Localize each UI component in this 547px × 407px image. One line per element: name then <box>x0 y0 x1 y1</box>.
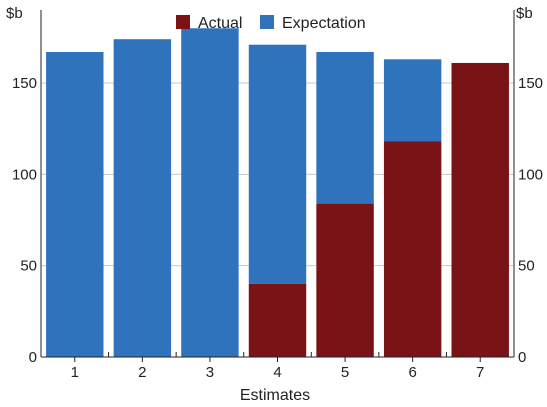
bar-actual-7 <box>451 62 509 357</box>
x-tick-label: 6 <box>408 364 416 381</box>
bar-expectation-1 <box>46 52 104 358</box>
legend-label-expectation: Expectation <box>282 15 366 32</box>
bar-expectation-4 <box>248 44 307 284</box>
y-tick-label-left: 100 <box>12 166 37 183</box>
left-unit-label: $b <box>6 5 23 22</box>
bar-expectation-3 <box>181 28 239 358</box>
y-tick-label-left: 50 <box>20 258 37 275</box>
legend: Actual Expectation <box>176 15 366 32</box>
bar-actual-5 <box>316 203 374 357</box>
legend-swatch-expectation <box>260 15 274 29</box>
x-tick-label: 1 <box>71 364 79 381</box>
x-tick-label: 2 <box>138 364 146 381</box>
bar-actual-6 <box>383 141 442 357</box>
y-tick-label-left: 150 <box>12 75 37 92</box>
x-axis-title: Estimates <box>240 387 310 404</box>
bar-expectation-2 <box>113 39 172 357</box>
x-tick-label: 7 <box>476 364 484 381</box>
y-tick-label-right: 100 <box>518 166 543 183</box>
right-unit-label: $b <box>516 5 533 22</box>
y-tick-label-left: 0 <box>29 349 37 366</box>
x-tick-label: 5 <box>341 364 349 381</box>
legend-swatch-actual <box>176 15 190 29</box>
bar-expectation-5 <box>316 52 374 204</box>
axes: 0 0 50 50 100 100 150 150 1 2 3 4 5 6 7 <box>12 10 543 381</box>
y-tick-label-right: 150 <box>518 75 543 92</box>
bar-actual-4 <box>248 283 307 357</box>
bars <box>46 28 509 358</box>
bar-expectation-6 <box>383 59 442 142</box>
y-tick-label-right: 50 <box>518 258 535 275</box>
x-tick-label: 4 <box>273 364 281 381</box>
y-tick-label-right: 0 <box>518 349 526 366</box>
legend-label-actual: Actual <box>198 15 242 32</box>
x-tick-label: 3 <box>206 364 214 381</box>
